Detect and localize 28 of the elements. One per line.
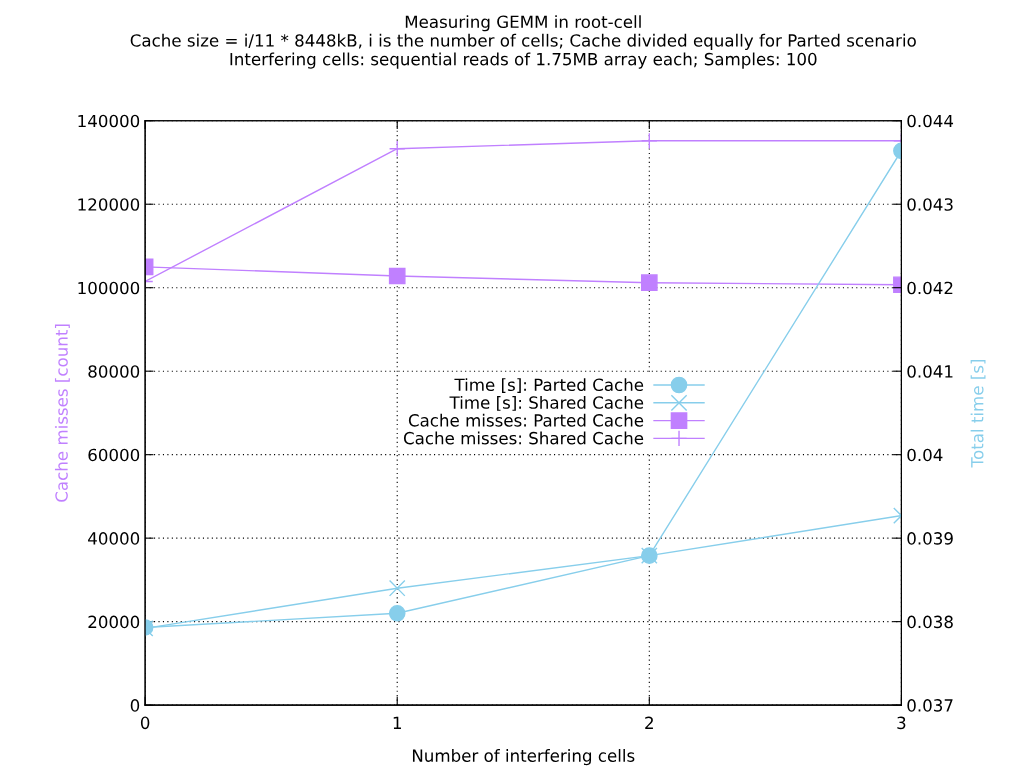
legend-label: Cache misses: Shared Cache: [403, 431, 644, 445]
y-tick-label: 100000: [78, 281, 140, 295]
y-tick-label: 140000: [78, 114, 140, 128]
y-tick-label: 40000: [88, 532, 140, 545]
y2-tick-label: 0.038: [907, 615, 953, 629]
x-tick-label: 0: [140, 716, 150, 730]
legend-label: Time [s]: Parted Cache: [454, 378, 644, 394]
x-tick-label: 2: [645, 716, 653, 729]
chart-title: Measuring GEMM in root-cell Cache size = i/11 * 8448kB, i is the number of cells; Cache divided equally for Parted scenario Interfering cells: sequential reads of 1.75MB array each; Samples: 100: [130, 15, 916, 69]
y2-tick-label: 0.039: [907, 532, 953, 545]
y2-tick-label: 0.041: [907, 365, 953, 378]
y2-tick-label: 0.044: [907, 114, 954, 128]
legend-label: Time [s]: Shared Cache: [449, 395, 644, 411]
y2-tick-label: 0.04: [907, 448, 943, 462]
x-axis-title: Number of interfering cells: [412, 749, 635, 766]
y2-axis-title: Total time [s]: [970, 359, 986, 468]
x-tick-label: 3: [897, 716, 906, 730]
y-tick-label: 120000: [78, 198, 140, 211]
y-axis-title: Cache misses [count]: [54, 324, 70, 502]
y2-tick-label: 0.037: [907, 699, 953, 712]
y2-tick-label: 0.043: [907, 198, 953, 211]
y2-tick-label: 0.042: [907, 281, 953, 295]
legend-label: Cache misses: Parted Cache: [408, 413, 644, 427]
y-tick-label: 0: [130, 699, 140, 712]
x-tick-label: 1: [393, 716, 401, 729]
y-tick-label: 80000: [88, 365, 140, 378]
y-tick-label: 20000: [88, 615, 140, 629]
y-tick-label: 60000: [88, 448, 140, 462]
